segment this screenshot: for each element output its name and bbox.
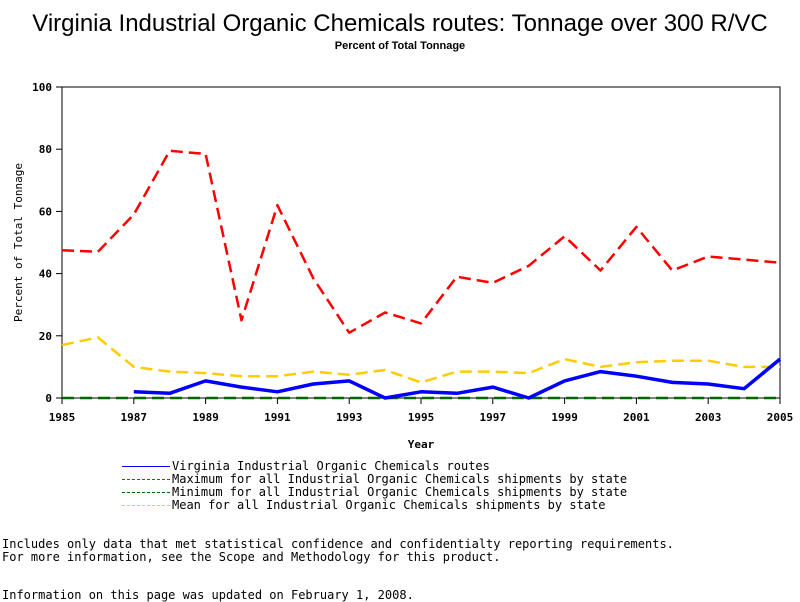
chart-title: Virginia Industrial Organic Chemicals ro… [32, 10, 768, 37]
y-tick-label: 60 [39, 205, 52, 218]
series-line-virginia [133, 357, 782, 400]
y-tick-label: 40 [39, 268, 52, 281]
chart-legend: Virginia Industrial Organic Chemicals ro… [122, 460, 627, 512]
footnote-methodology: For more information, see the Scope and … [2, 550, 501, 564]
legend-swatch [122, 492, 170, 493]
x-tick-label: 1993 [336, 411, 363, 424]
y-tick-label: 100 [32, 81, 52, 94]
x-tick-label: 1997 [480, 411, 507, 424]
y-axis-label: Percent of Total Tonnage [12, 163, 25, 322]
plot-frame [61, 86, 781, 399]
series-line-mean [61, 336, 780, 384]
y-tick-label: 0 [45, 392, 52, 405]
x-tick-label: 1985 [49, 411, 76, 424]
x-axis-label: Year [408, 438, 435, 451]
line-chart: 0 20 40 60 80 100 1985 1987 1989 1991 1993 1995 1997… [12, 81, 794, 451]
x-tick-label: 1999 [551, 411, 578, 424]
legend-swatch [122, 479, 170, 480]
x-tick-label: 1995 [408, 411, 435, 424]
legend-label: Mean for all Industrial Organic Chemical… [172, 498, 606, 512]
x-tick-label: 2005 [767, 411, 794, 424]
y-tick-label: 80 [39, 143, 52, 156]
x-tick-label: 2001 [623, 411, 650, 424]
footnote-updated: Information on this page was updated on … [2, 588, 414, 602]
x-tick-label: 1989 [192, 411, 219, 424]
chart-subtitle: Percent of Total Tonnage [334, 40, 466, 52]
x-tick-label: 2003 [695, 411, 722, 424]
footnote-confidence: Includes only data that met statistical … [2, 537, 674, 551]
legend-swatch [122, 466, 170, 467]
series-line-maximum [61, 149, 781, 334]
x-tick-label: 1987 [121, 411, 148, 424]
legend-entry: Mean for all Industrial Organic Chemical… [122, 499, 627, 512]
legend-label: Maximum for all Industrial Organic Chemi… [172, 472, 628, 486]
x-tick-label: 1991 [264, 411, 291, 424]
legend-entry: Minimum for all Industrial Organic Chemi… [122, 486, 627, 499]
y-tick-label: 20 [39, 330, 52, 343]
legend-swatch [122, 505, 170, 506]
legend-entry: Maximum for all Industrial Organic Chemi… [122, 473, 627, 486]
legend-label: Virginia Industrial Organic Chemicals ro… [172, 459, 490, 473]
legend-label: Minimum for all Industrial Organic Chemi… [172, 485, 628, 499]
legend-entry: Virginia Industrial Organic Chemicals ro… [122, 460, 627, 473]
